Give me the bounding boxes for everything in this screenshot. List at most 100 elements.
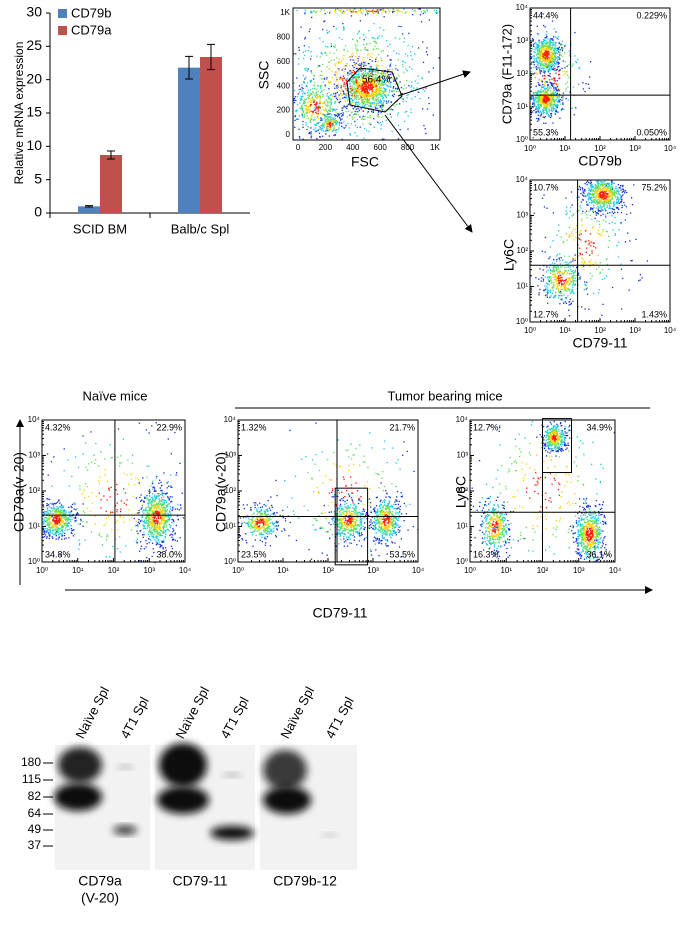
- dot: [402, 100, 404, 103]
- dot: [68, 511, 70, 513]
- dot: [355, 78, 358, 80]
- dot: [551, 270, 554, 272]
- dot: [365, 85, 367, 88]
- dot: [553, 100, 555, 103]
- dot: [541, 59, 544, 61]
- dot: [364, 78, 366, 80]
- dot: [591, 252, 593, 254]
- dot: [545, 81, 547, 83]
- dot: [360, 65, 363, 67]
- dot: [559, 99, 561, 101]
- dot: [311, 96, 314, 98]
- dot: [584, 90, 586, 93]
- dot: [360, 99, 363, 101]
- dot: [373, 88, 375, 90]
- error-bar: [207, 43, 215, 71]
- dot: [360, 96, 362, 98]
- dot: [551, 92, 553, 95]
- dot: [549, 102, 551, 104]
- bar: [178, 67, 200, 214]
- dot: [375, 11, 377, 13]
- dot: [44, 512, 46, 515]
- x-tick-label: 10³: [629, 326, 641, 335]
- dot: [321, 129, 323, 131]
- dot: [618, 187, 620, 189]
- dot: [428, 102, 430, 105]
- dot: [579, 247, 581, 249]
- dot: [560, 44, 562, 47]
- dot: [333, 86, 335, 88]
- dot: [367, 94, 369, 96]
- dot: [364, 14, 367, 16]
- dot: [544, 102, 546, 104]
- dot: [317, 96, 320, 98]
- dot: [311, 111, 314, 113]
- dot: [376, 71, 378, 73]
- dot: [567, 99, 569, 101]
- dot: [370, 102, 372, 104]
- dot: [385, 88, 387, 91]
- dot: [530, 110, 532, 113]
- dot: [546, 92, 548, 95]
- dot: [336, 98, 339, 101]
- dot: [533, 212, 535, 214]
- dot: [616, 244, 618, 247]
- dot: [361, 88, 364, 91]
- dot: [603, 189, 605, 191]
- dot: [335, 97, 338, 99]
- dot: [328, 113, 330, 115]
- dot: [539, 90, 542, 92]
- dot: [49, 510, 51, 512]
- dot: [549, 65, 551, 67]
- dot: [346, 89, 348, 92]
- dot: [585, 210, 588, 212]
- dot: [368, 84, 370, 86]
- dot: [354, 106, 356, 108]
- dot: [562, 289, 564, 291]
- dot: [593, 204, 595, 207]
- dot: [315, 107, 317, 110]
- dot: [382, 102, 385, 104]
- dot: [53, 525, 55, 527]
- dot: [375, 41, 377, 43]
- dot: [64, 518, 66, 520]
- dot: [387, 100, 390, 102]
- dot: [360, 92, 363, 95]
- dot: [364, 94, 367, 97]
- dot: [371, 36, 374, 39]
- dot: [549, 45, 551, 47]
- dot: [319, 107, 321, 109]
- dot: [577, 272, 580, 274]
- dot: [385, 79, 387, 82]
- dot: [316, 113, 318, 115]
- dot: [334, 95, 337, 97]
- dot: [310, 137, 312, 139]
- dot: [616, 192, 618, 195]
- dot: [393, 50, 395, 52]
- dot: [572, 260, 574, 262]
- dot: [335, 129, 337, 132]
- dot: [344, 44, 347, 47]
- dot: [564, 72, 567, 75]
- dot: [579, 205, 581, 207]
- dot: [356, 67, 358, 69]
- dot: [538, 57, 540, 59]
- dot: [535, 68, 538, 71]
- dot: [535, 97, 538, 99]
- dot: [533, 105, 536, 107]
- dot: [373, 10, 376, 12]
- dot: [546, 51, 548, 54]
- dot: [330, 43, 332, 45]
- dot: [543, 84, 546, 86]
- dot: [352, 114, 355, 116]
- dot: [387, 69, 389, 71]
- dot: [300, 106, 303, 108]
- y-tick-label: 0: [286, 130, 291, 139]
- dot: [552, 91, 554, 93]
- dot: [604, 277, 606, 280]
- dot: [569, 283, 571, 285]
- dot: [331, 114, 333, 116]
- dot: [559, 88, 561, 91]
- dot: [550, 54, 552, 57]
- dot: [376, 96, 378, 98]
